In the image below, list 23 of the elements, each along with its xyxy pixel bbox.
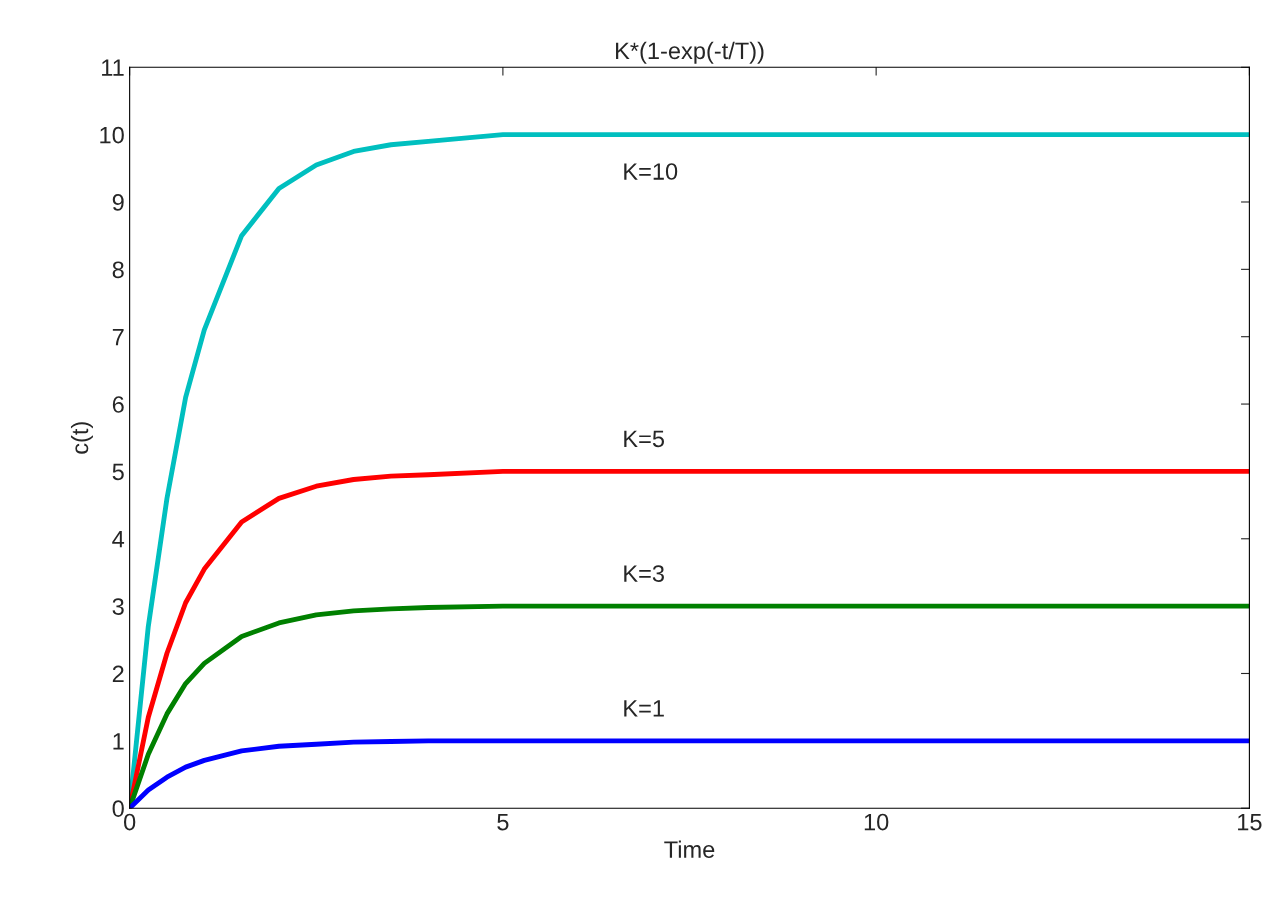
y-tick-label: 3 <box>112 598 124 615</box>
series-label: K=5 <box>624 430 665 448</box>
y-tick-label: 2 <box>112 665 124 683</box>
y-tick-label: 6 <box>112 396 124 413</box>
series-label: K=10 <box>624 163 678 180</box>
x-axis-title: Time <box>664 840 715 858</box>
y-axis-title: c(t) <box>70 422 93 454</box>
y-tick-label: 5 <box>112 463 124 481</box>
series-label: K=3 <box>624 565 664 582</box>
x-tick-label: 5 <box>497 813 509 831</box>
y-tick-label: 8 <box>112 261 124 279</box>
y-tick-label: 10 <box>100 126 124 144</box>
x-tick-label: 10 <box>864 813 889 831</box>
series-label: K=1 <box>624 700 664 717</box>
chart-title: K*(1-exp(-t/T)) <box>616 41 764 64</box>
x-tick-label: 15 <box>1238 813 1262 831</box>
y-tick-label: 9 <box>112 194 124 211</box>
y-tick-label: 1 <box>113 733 124 750</box>
y-tick-label: 4 <box>112 531 125 548</box>
y-tick-label: 0 <box>112 800 124 817</box>
x-tick-label: 0 <box>124 813 136 831</box>
y-tick-label: 11 <box>102 59 124 76</box>
y-tick-label: 7 <box>112 329 124 346</box>
